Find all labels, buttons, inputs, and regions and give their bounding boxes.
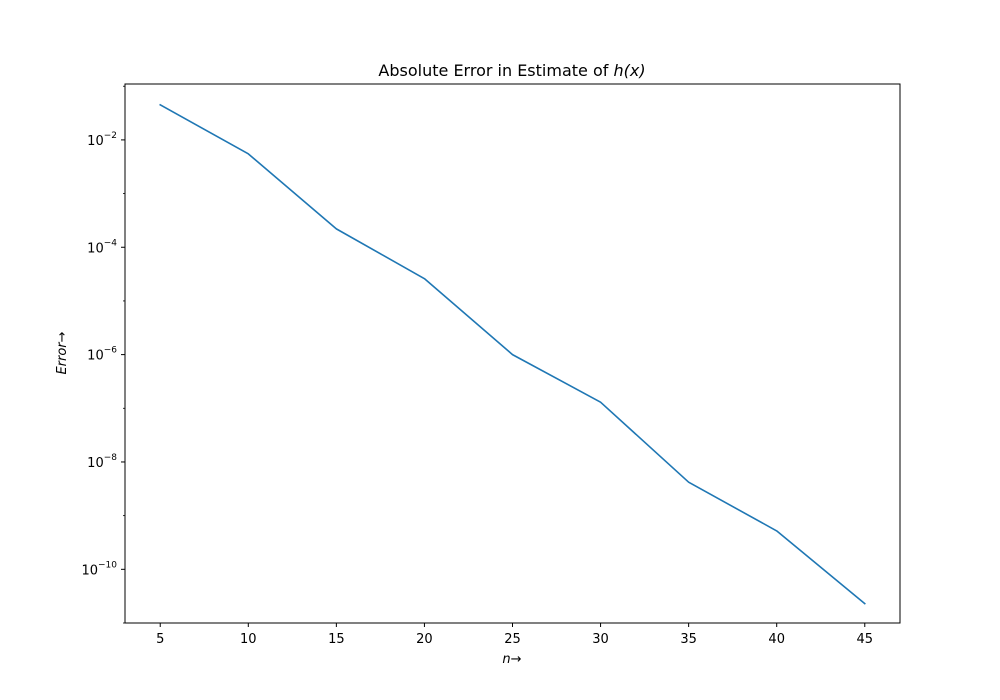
chart-title-text: Absolute Error in Estimate of xyxy=(378,61,608,80)
x-tick-label: 25 xyxy=(504,632,521,647)
chart-title-math: h(x) xyxy=(613,61,645,80)
y-axis-label: Error→ xyxy=(55,331,70,374)
chart-title: Absolute Error in Estimate of h(x) xyxy=(378,61,645,80)
y-tick-label: 10−8 xyxy=(87,453,117,471)
x-axis-label: n→ xyxy=(502,652,521,667)
series-layer xyxy=(159,103,866,605)
x-tick-label: 20 xyxy=(416,632,433,647)
x-tick-label: 30 xyxy=(592,632,609,647)
x-tick-label: 35 xyxy=(680,632,697,647)
y-tick-label: 10−4 xyxy=(87,238,117,256)
y-axis-label-arrow: → xyxy=(55,331,70,342)
x-tick-label: 15 xyxy=(328,632,345,647)
x-tick-label: 10 xyxy=(240,632,257,647)
y-tick-label: 10−2 xyxy=(87,131,117,149)
x-axis-label-arrow: → xyxy=(511,652,522,667)
y-axis-ticks: 10−2 10−4 10−6 10−8 10−10 xyxy=(81,85,125,624)
x-tick-label: 5 xyxy=(156,632,164,647)
x-tick-label: 45 xyxy=(856,632,873,647)
y-tick-label: 10−6 xyxy=(87,346,117,364)
y-tick-label: 10−10 xyxy=(81,560,117,578)
x-tick-label: 40 xyxy=(768,632,785,647)
x-axis-label-text: n xyxy=(502,652,510,667)
x-axis-ticks: 5 10 15 20 25 30 35 40 45 xyxy=(156,623,873,647)
y-axis-label-text: Error xyxy=(55,341,70,375)
